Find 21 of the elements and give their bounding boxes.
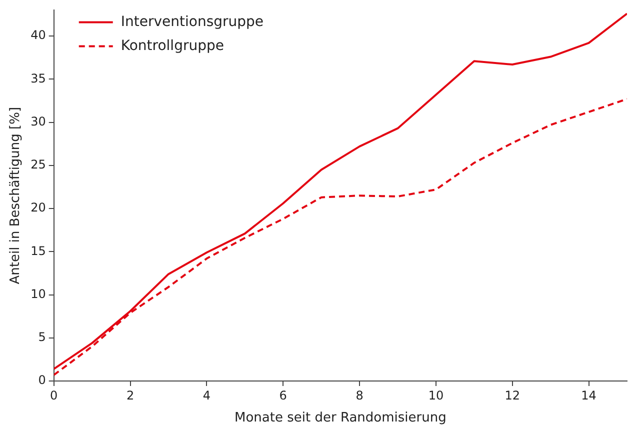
y-tick-label: 40 (30, 28, 46, 42)
x-axis-title: Monate seit der Randomisierung (234, 410, 446, 426)
y-axis-title: Anteil in Beschäftigung [%] (8, 106, 24, 284)
x-tick-label: 12 (504, 388, 520, 402)
x-tick-label: 8 (356, 388, 364, 402)
y-tick-label: 20 (30, 200, 46, 215)
x-tick-label: 0 (50, 388, 58, 402)
y-tick-label: 10 (30, 286, 46, 301)
x-tick-label: 2 (126, 388, 134, 402)
x-tick-label: 14 (581, 388, 596, 402)
x-tick-label: 6 (279, 388, 287, 402)
x-tick-label: 4 (202, 388, 211, 402)
y-tick-label: 35 (30, 71, 46, 86)
x-tick-label: 10 (428, 388, 444, 402)
y-tick-label: 0 (38, 373, 46, 388)
y-tick-label: 25 (30, 158, 46, 172)
y-tick-label: 15 (30, 244, 46, 258)
y-tick-label: 5 (38, 330, 46, 344)
legend-label: Kontrollgruppe (120, 38, 224, 54)
y-tick-label: 30 (30, 114, 46, 128)
legend-label: Interventionsgruppe (120, 14, 264, 30)
